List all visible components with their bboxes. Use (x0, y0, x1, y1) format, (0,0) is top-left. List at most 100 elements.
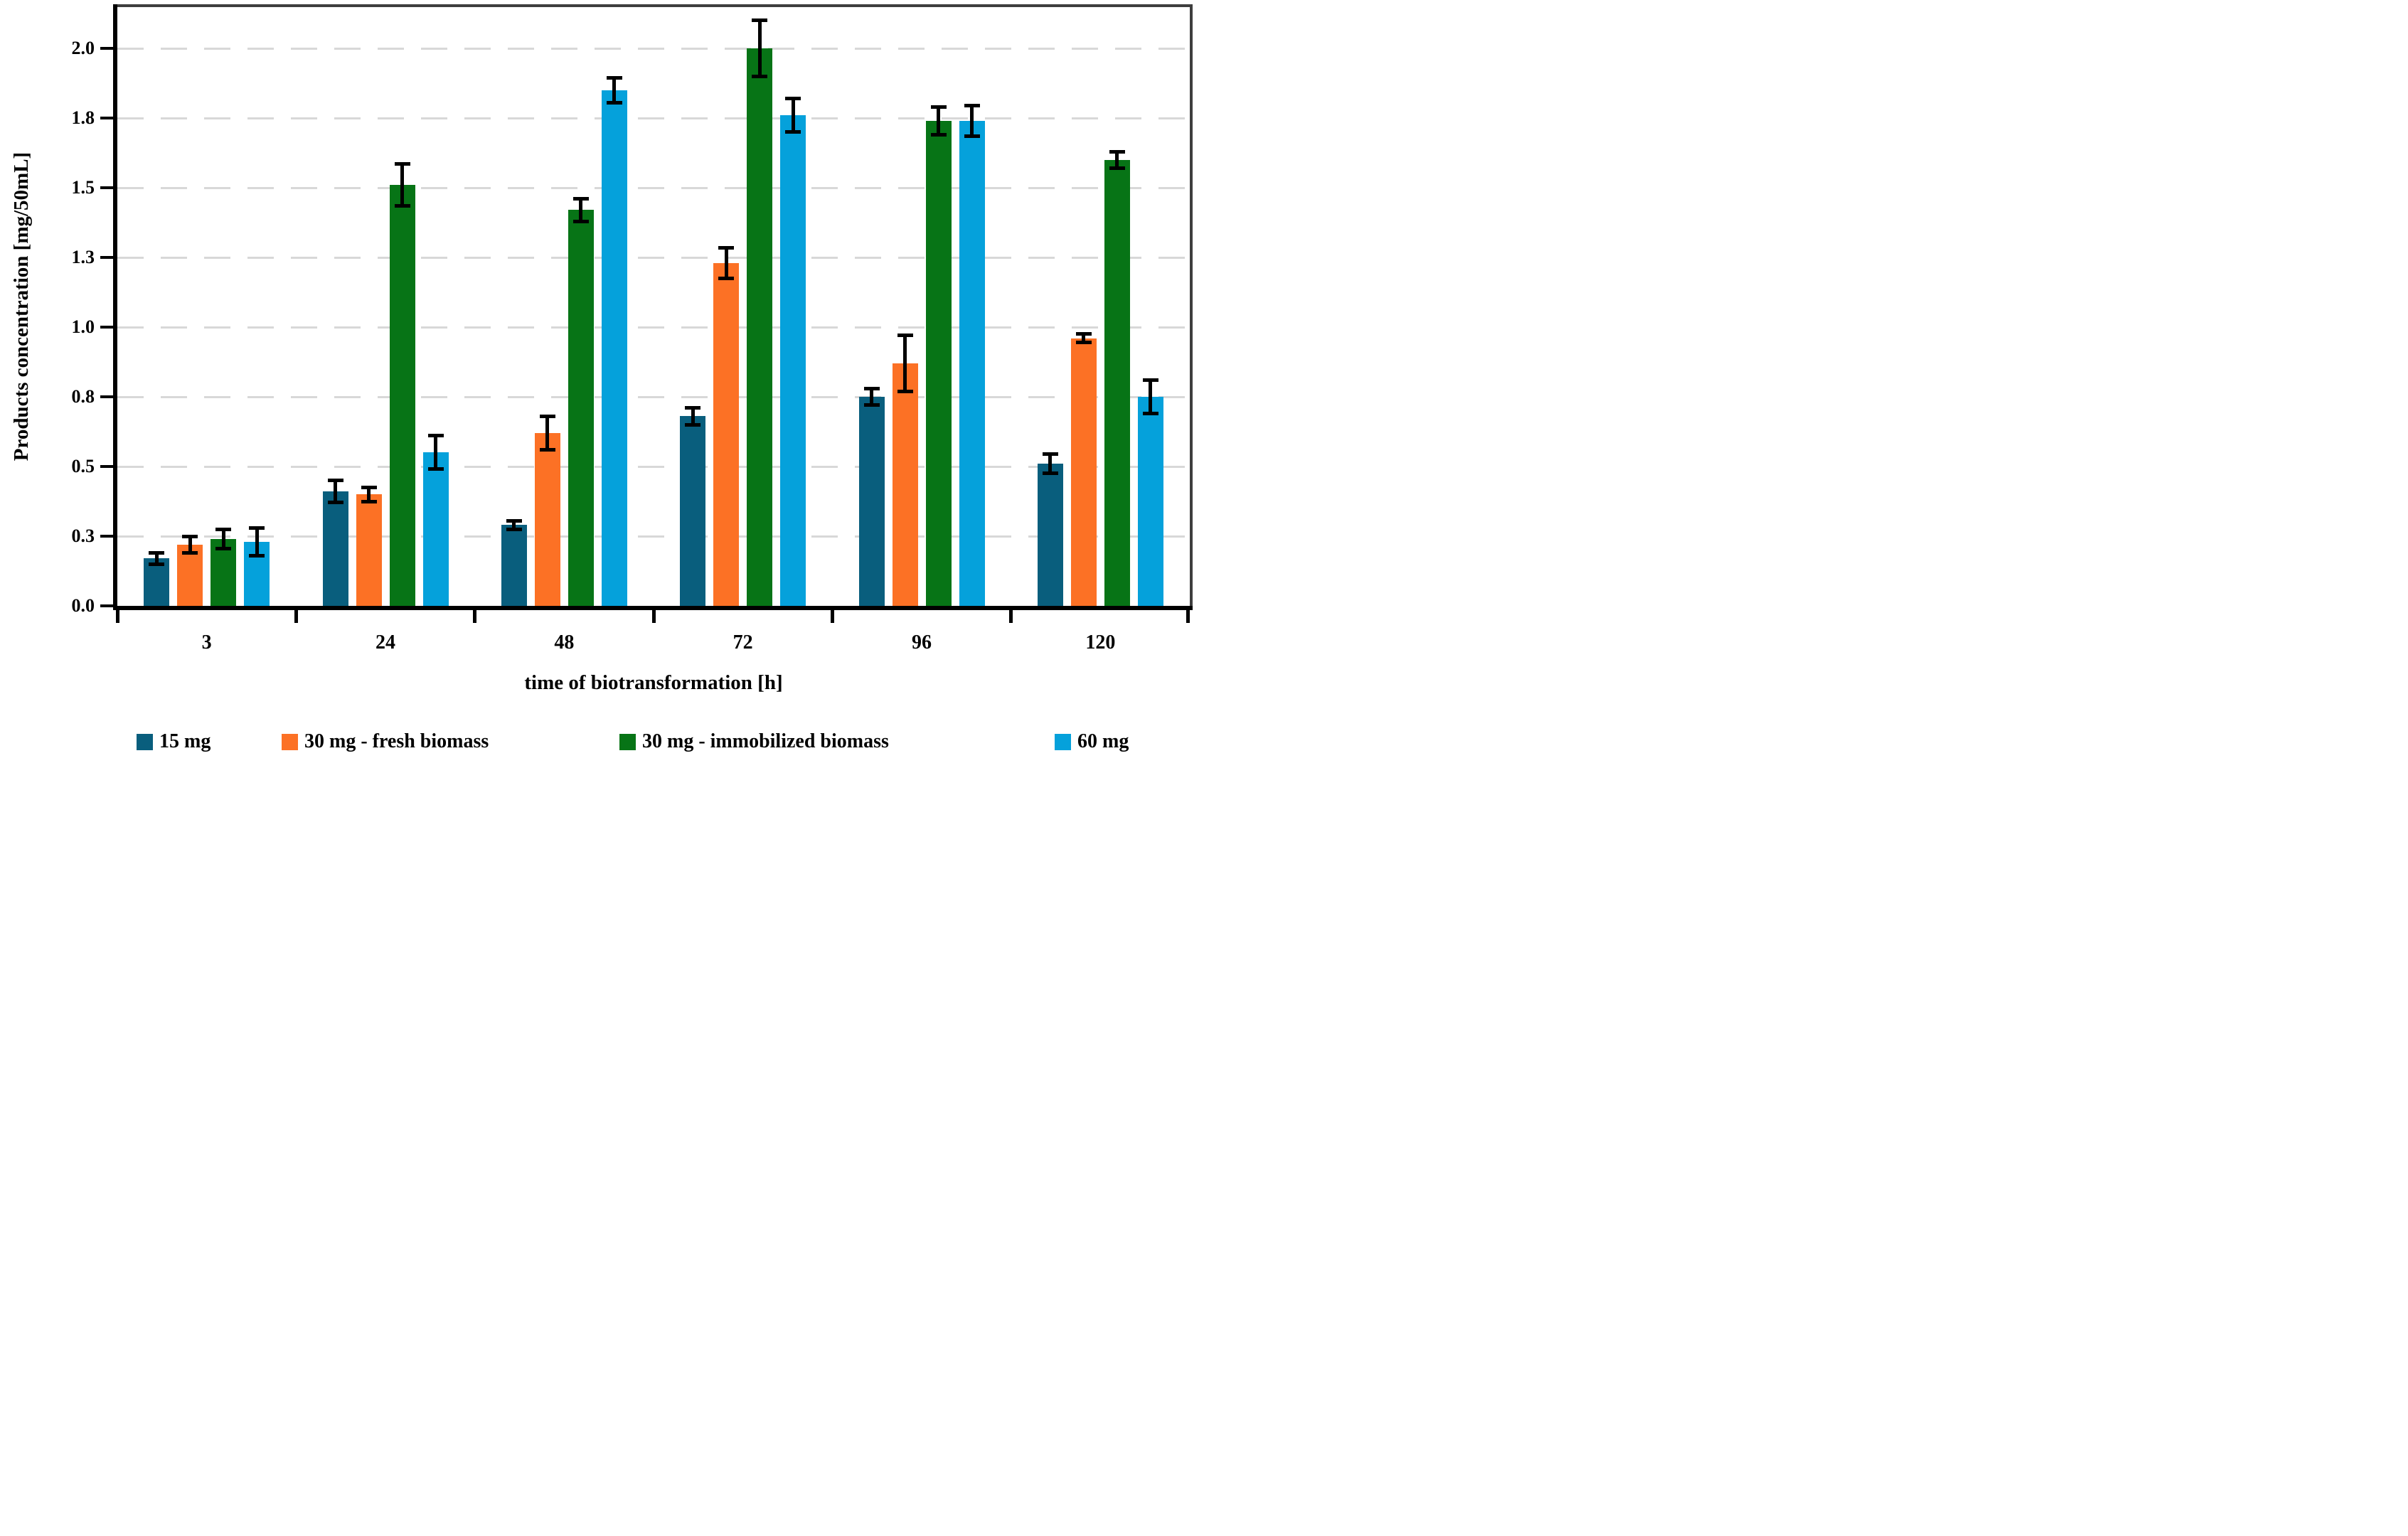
error-bar-cap-top (752, 18, 768, 23)
bar-15-mg (858, 397, 885, 606)
bar-60-mg (1137, 397, 1163, 606)
error-bar-cap-top (215, 527, 232, 531)
x-axis-tick (1186, 609, 1190, 623)
error-bar-cap-bottom (785, 130, 801, 134)
bar-30-mg-immobilized-biomass (389, 185, 415, 606)
y-axis-line (113, 4, 117, 610)
y-axis-tick (100, 256, 113, 259)
plot-border-right (1190, 4, 1193, 606)
bar-30-mg-immobilized-biomass (1104, 159, 1130, 606)
error-bar-cap-top (964, 103, 980, 107)
y-axis-tick (100, 465, 113, 468)
bar-60-mg (601, 90, 627, 606)
error-bar-cap-bottom (149, 562, 165, 566)
error-bar (512, 521, 516, 530)
error-bar (1048, 454, 1053, 474)
error-bar (221, 529, 225, 549)
gridline (117, 117, 1190, 119)
bar-15-mg (680, 416, 706, 606)
error-bar-cap-bottom (1042, 471, 1058, 476)
error-bar (1082, 334, 1086, 343)
y-axis-tick (100, 535, 113, 538)
error-bar (334, 480, 337, 503)
bar-60-mg (422, 452, 449, 606)
error-bar (691, 407, 695, 425)
bar-30-mg-immobilized-biomass (747, 48, 773, 606)
legend-label: 60 mg (1077, 730, 1129, 752)
y-tick-label: 1.3 (71, 247, 95, 267)
error-bar-cap-bottom (394, 203, 410, 208)
error-bar-cap-top (249, 526, 265, 530)
gridline (117, 186, 1190, 189)
error-bar (1115, 151, 1119, 169)
y-tick-label: 1.8 (71, 107, 95, 128)
legend-swatch-icon (1055, 733, 1071, 750)
y-tick-label: 0.8 (71, 386, 95, 407)
error-bar-cap-bottom (427, 467, 444, 471)
y-tick-label: 0.3 (71, 526, 95, 546)
error-bar-cap-top (785, 97, 801, 101)
gridline (117, 465, 1190, 468)
y-tick-label: 0.0 (71, 595, 95, 616)
bar-30-mg-fresh-biomass (892, 363, 918, 606)
bar-15-mg (144, 558, 170, 606)
y-axis-tick (100, 326, 113, 329)
y-tick-label: 0.5 (71, 456, 95, 476)
error-bar-cap-top (1042, 452, 1058, 456)
x-tick-label: 3 (201, 631, 212, 654)
gridline (117, 395, 1190, 398)
error-bar-cap-top (361, 485, 377, 489)
x-axis-tick (473, 609, 477, 623)
error-bar-cap-bottom (215, 547, 232, 551)
bar-30-mg-immobilized-biomass (925, 120, 952, 606)
x-tick-label: 120 (1085, 631, 1116, 654)
error-bar (612, 78, 617, 103)
legend-swatch-icon (282, 733, 298, 750)
legend-item-4: 60 mg (1055, 731, 1129, 752)
error-bar-cap-top (718, 245, 735, 250)
error-bar-cap-top (863, 386, 880, 390)
y-axis-tick (100, 186, 113, 189)
x-axis-title: time of biotransformation [h] (524, 671, 783, 694)
error-bar (903, 335, 907, 392)
bar-60-mg (959, 120, 985, 606)
error-bar-cap-bottom (930, 133, 947, 137)
x-tick-label: 24 (375, 631, 395, 654)
error-bar-cap-top (572, 197, 589, 201)
error-bar-cap-top (149, 551, 165, 555)
error-bar-cap-top (606, 75, 622, 80)
chart-legend: 15 mg 30 mg - fresh biomass 30 mg - immobi… (0, 728, 1204, 757)
bar-15-mg (322, 491, 348, 606)
y-axis-tick (100, 395, 113, 398)
error-bar-cap-bottom (182, 551, 198, 555)
y-tick-label: 1.5 (71, 177, 95, 198)
error-bar-cap-bottom (361, 499, 377, 503)
error-bar (791, 98, 795, 132)
error-bar (154, 553, 159, 565)
error-bar-cap-bottom (572, 219, 589, 223)
bar-30-mg-fresh-biomass (1070, 338, 1097, 606)
error-bar-cap-top (930, 105, 947, 109)
error-bar (434, 435, 437, 469)
error-bar-cap-bottom (606, 100, 622, 105)
legend-swatch-icon (137, 733, 153, 750)
x-axis-tick (1009, 609, 1013, 623)
error-bar-cap-top (897, 334, 913, 338)
error-bar-cap-top (394, 162, 410, 166)
error-bar-cap-top (685, 406, 701, 410)
error-bar-cap-bottom (506, 527, 522, 531)
x-tick-label: 96 (911, 631, 932, 654)
error-bar-cap-bottom (964, 134, 980, 138)
error-bar-cap-bottom (863, 403, 880, 407)
bar-30-mg-fresh-biomass (177, 544, 203, 606)
error-bar-cap-bottom (897, 389, 913, 393)
error-bar-cap-bottom (1142, 412, 1158, 416)
error-bar-cap-top (506, 518, 522, 523)
bar-60-mg (780, 115, 806, 606)
bar-30-mg-fresh-biomass (534, 432, 560, 606)
x-tick-label: 48 (554, 631, 575, 654)
error-bar-cap-top (327, 479, 343, 483)
y-axis-tick (100, 117, 113, 119)
y-tick-label: 1.0 (71, 316, 95, 337)
error-bar-cap-top (1109, 149, 1125, 154)
